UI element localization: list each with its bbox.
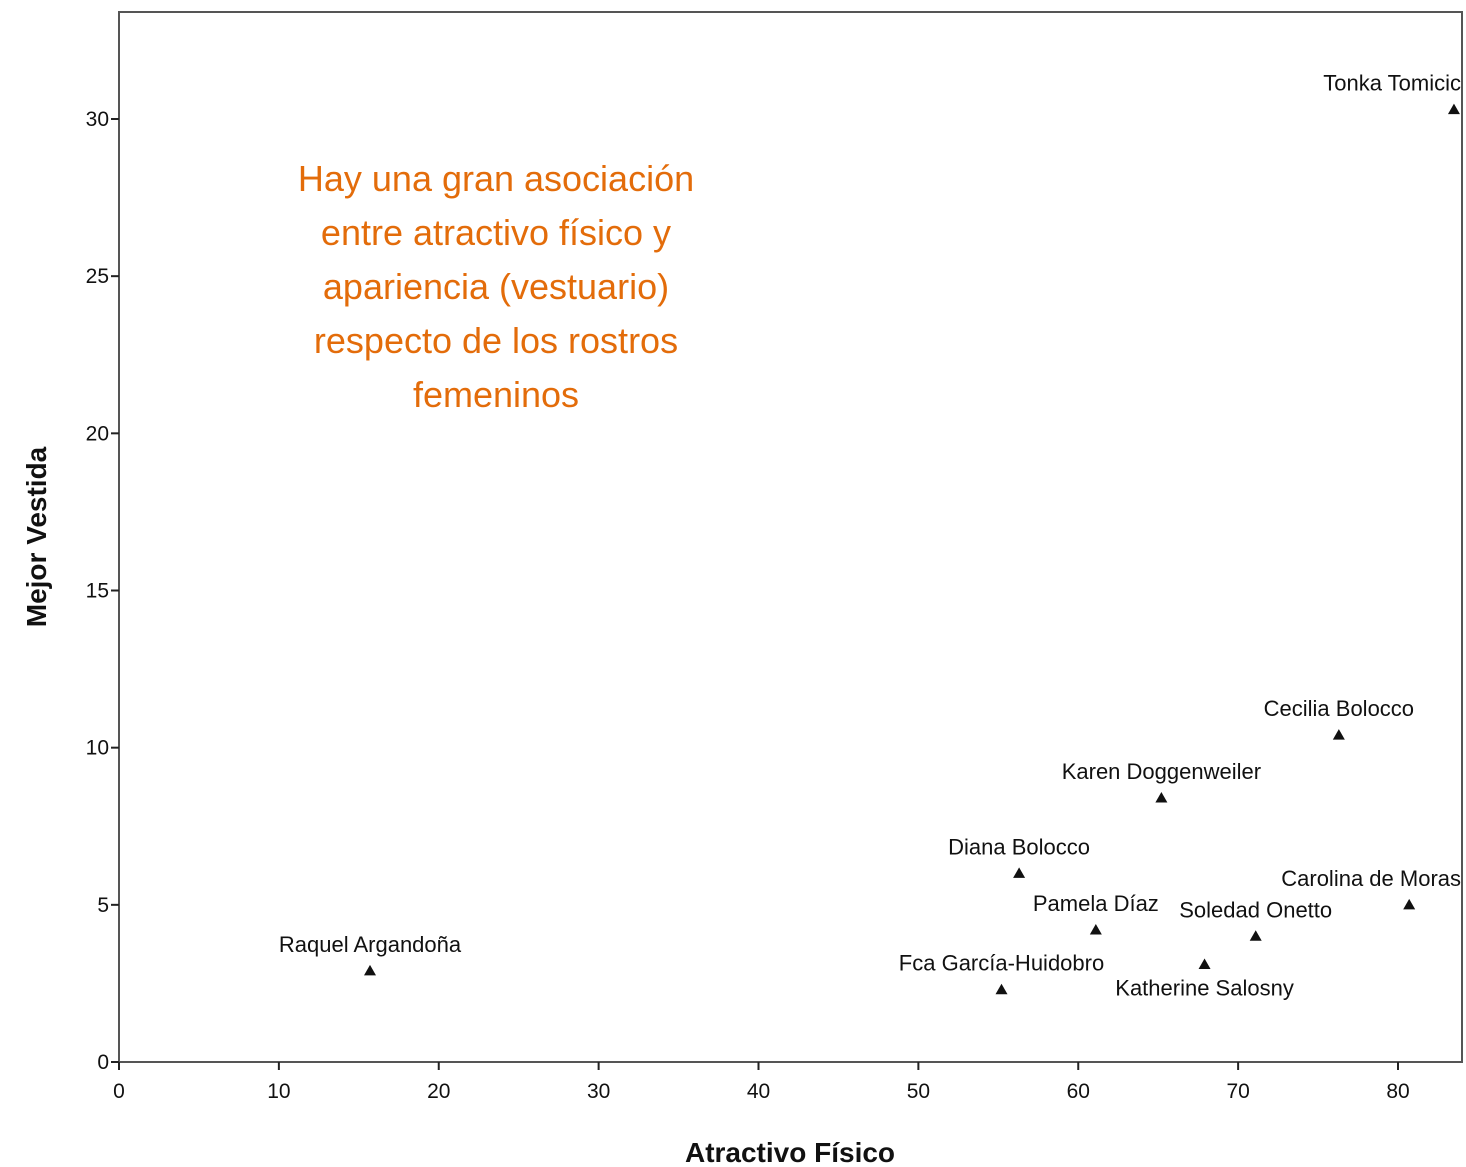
data-point-label: Pamela Díaz: [1033, 891, 1159, 916]
data-point-marker: [1198, 958, 1211, 970]
x-tick-label: 50: [907, 1080, 930, 1103]
data-points: Tonka Tomicic Cecilia Bolocco Karen Doggen…: [279, 71, 1461, 1001]
plot-area: [118, 11, 1463, 1063]
annotation-line: femeninos: [412, 374, 580, 415]
data-point-marker: [1089, 923, 1102, 935]
y-tick-label: 20: [86, 422, 109, 445]
annotation-line: Hay una gran asociación: [297, 158, 695, 199]
x-tick-label: 0: [113, 1080, 125, 1103]
data-point-marker: [1249, 930, 1262, 941]
x-tick-label: 70: [1226, 1080, 1249, 1103]
y-tick-label: 10: [86, 737, 109, 760]
data-point-marker: [1332, 729, 1345, 740]
x-axis-title: Atractivo Físico: [685, 1137, 895, 1167]
x-tick-label: 20: [427, 1080, 450, 1103]
data-point-label: Raquel Argandoña: [279, 932, 462, 957]
data-point-label: Carolina de Moras: [1281, 866, 1461, 891]
data-point-marker: [1403, 898, 1416, 910]
annotation-line: respecto de los rostros: [313, 320, 679, 361]
y-axis-ticks: 0 5 10 15 20 25 30: [86, 108, 119, 1074]
y-tick-label: 5: [97, 894, 109, 917]
y-tick-label: 25: [86, 265, 109, 288]
x-tick-label: 40: [747, 1080, 770, 1103]
data-point-label: Katherine Salosny: [1115, 976, 1294, 1001]
data-point-marker: [1013, 867, 1026, 878]
y-axis-title: Mejor Vestida: [21, 446, 52, 627]
data-point-label: Fca García-Huidobro: [899, 951, 1104, 976]
data-point-marker: [995, 983, 1008, 995]
data-point-label: Diana Bolocco: [948, 834, 1090, 859]
data-point-marker: [1447, 103, 1460, 115]
annotation-line: apariencia (vestuario): [322, 266, 670, 307]
y-tick-label: 0: [97, 1051, 109, 1074]
x-tick-label: 10: [267, 1080, 290, 1103]
data-point-label: Soledad Onetto: [1179, 897, 1332, 922]
data-point-label: Cecilia Bolocco: [1264, 696, 1414, 721]
x-tick-label: 60: [1067, 1080, 1090, 1103]
annotation-line: entre atractivo físico y: [320, 212, 672, 253]
x-tick-label: 30: [587, 1080, 610, 1103]
y-tick-label: 30: [86, 108, 109, 131]
annotation-text: Hay una gran asociación entre atractivo …: [232, 152, 760, 422]
data-point-label: Karen Doggenweiler: [1062, 759, 1261, 784]
data-point-marker: [364, 964, 377, 976]
x-axis-ticks: 0 10 20 30 40 50 60 70 80: [113, 1062, 1410, 1103]
y-tick-label: 15: [86, 580, 109, 603]
x-tick-label: 80: [1386, 1080, 1409, 1103]
data-point-marker: [1155, 791, 1168, 803]
data-point-label: Tonka Tomicic: [1323, 71, 1461, 96]
